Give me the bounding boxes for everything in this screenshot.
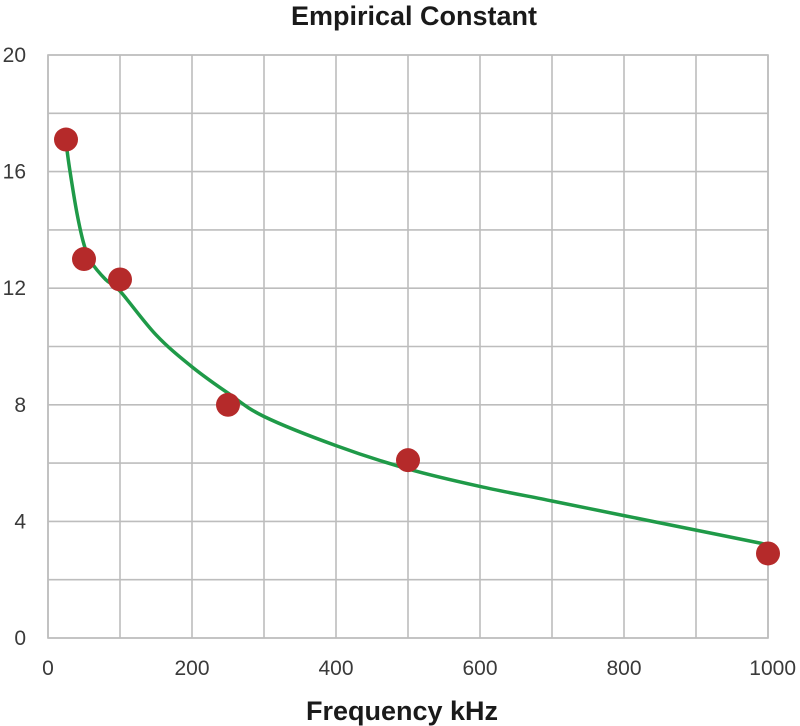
chart-title: Empirical Constant <box>291 1 537 31</box>
data-point <box>396 448 420 473</box>
x-axis-tick-labels: 0 200 400 600 800 1000 <box>42 657 796 680</box>
data-point <box>216 392 240 417</box>
y-tick-label: 4 <box>14 510 26 533</box>
data-point <box>72 247 96 272</box>
y-tick-label: 12 <box>3 277 26 300</box>
data-point <box>756 541 780 566</box>
data-point <box>54 127 78 152</box>
x-tick-label: 0 <box>42 657 54 680</box>
data-point <box>108 267 132 292</box>
y-tick-label: 8 <box>14 394 26 417</box>
y-tick-label: 0 <box>14 627 26 650</box>
y-axis-tick-labels: 0 4 8 12 16 20 <box>3 44 27 650</box>
x-tick-label: 400 <box>318 657 353 680</box>
x-axis-label: Frequency kHz <box>306 696 498 726</box>
x-tick-label: 200 <box>174 657 209 680</box>
x-tick-label: 1000 <box>749 657 796 680</box>
y-tick-label: 20 <box>3 44 26 67</box>
x-tick-label: 800 <box>606 657 641 680</box>
gridlines <box>47 54 769 639</box>
data-points <box>54 127 780 566</box>
plot-area-frame <box>47 54 769 639</box>
x-tick-label: 600 <box>462 657 497 680</box>
trendline <box>64 140 770 547</box>
y-tick-label: 16 <box>3 161 26 184</box>
